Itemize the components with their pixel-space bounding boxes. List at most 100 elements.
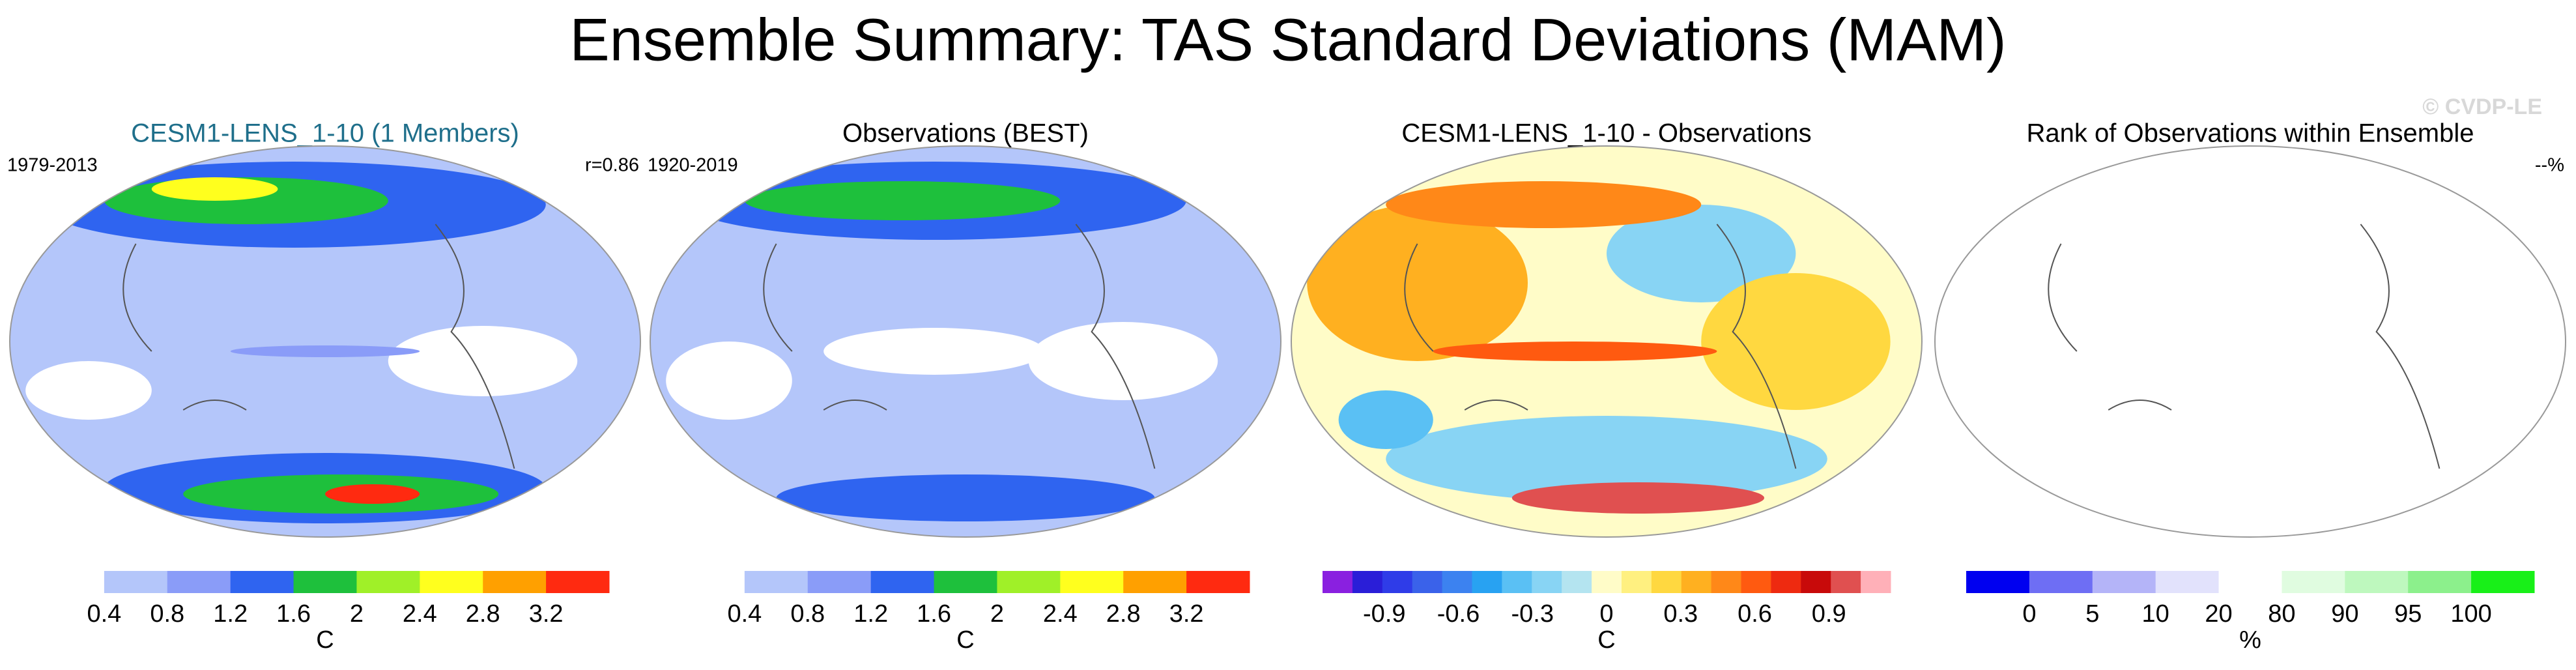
panel-title: CESM1-LENS_1-10 - Observations — [1401, 119, 1811, 148]
map-border — [1934, 145, 2566, 538]
watermark: © CVDP-LE — [2422, 95, 2542, 119]
map-field — [1338, 390, 1433, 449]
colorbar-tick-label: 0.3 — [1663, 600, 1698, 628]
colorbar-box — [1472, 571, 1502, 593]
left-label: 1920-2019 — [648, 155, 738, 176]
colorbar-box — [546, 571, 610, 593]
colorbar-box — [807, 571, 872, 593]
coastline — [1404, 224, 1797, 469]
colorbar-box — [934, 571, 997, 593]
colorbar-box — [1123, 571, 1187, 593]
colorbar-box — [1621, 571, 1652, 593]
colorbar-box — [1060, 571, 1124, 593]
figure-title: Ensemble Summary: TAS Standard Deviation… — [569, 7, 2006, 73]
right-label: r=0.86 — [585, 155, 639, 176]
colorbar-tick-label: 5 — [2085, 600, 2099, 628]
map-border — [1291, 145, 1923, 538]
map — [650, 146, 1281, 537]
colorbar-tick-label: 1.6 — [276, 600, 311, 628]
coastline — [763, 224, 1156, 469]
colorbar-box — [1771, 571, 1801, 593]
map-field — [1386, 181, 1702, 228]
colorbar-box — [2029, 571, 2093, 593]
colorbar-tick-label: 0.8 — [150, 600, 184, 628]
colorbar-tick-label: -0.9 — [1363, 600, 1405, 628]
colorbar-tick-label: 0.9 — [1812, 600, 1846, 628]
coastline — [122, 224, 515, 469]
map-field — [324, 484, 420, 504]
colorbar-box — [230, 571, 294, 593]
colorbar-box — [2092, 571, 2156, 593]
colorbar-box — [1382, 571, 1413, 593]
colorbar-tick-label: 1.2 — [213, 600, 248, 628]
colorbar-box — [1592, 571, 1622, 593]
colorbar-tick-label: 0.6 — [1738, 600, 1772, 628]
map-border — [650, 145, 1281, 538]
colorbar-box — [1681, 571, 1712, 593]
map-field — [1433, 342, 1717, 361]
map-field — [666, 342, 792, 420]
colorbar-box — [1966, 571, 2030, 593]
colorbar-unit: C — [1597, 626, 1615, 654]
colorbar-tick-label: 2 — [990, 600, 1004, 628]
colorbar-tick-label: 2.8 — [1106, 600, 1141, 628]
colorbar-box — [1502, 571, 1532, 593]
colorbar-tick-label: 2.8 — [466, 600, 500, 628]
colorbar-box — [356, 571, 420, 593]
colorbar-tick-label: 80 — [2268, 600, 2295, 628]
map-field — [1701, 273, 1891, 410]
colorbar-box — [1711, 571, 1742, 593]
colorbar-tick-label: 90 — [2331, 600, 2358, 628]
right-label: --% — [2535, 155, 2564, 176]
colorbar-tick-label: -0.6 — [1437, 600, 1480, 628]
colorbar-box — [997, 571, 1061, 593]
map-field — [230, 345, 420, 357]
colorbar-box — [1861, 571, 1891, 593]
map-field — [151, 177, 278, 201]
colorbar-box — [1801, 571, 1831, 593]
map-field — [1511, 482, 1764, 514]
colorbar-box — [483, 571, 547, 593]
colorbar-tick-label: 0.8 — [790, 600, 825, 628]
colorbar-tick-label: 1.2 — [853, 600, 888, 628]
colorbar-tick-label: 100 — [2450, 600, 2491, 628]
colorbar-tick-label: -0.3 — [1511, 600, 1554, 628]
colorbar-tick-label: 1.6 — [917, 600, 951, 628]
colorbar-box — [1741, 571, 1771, 593]
colorbar-tick-label: 3.2 — [529, 600, 564, 628]
colorbar-tick-label: 10 — [2142, 600, 2169, 628]
colorbar-box — [1651, 571, 1682, 593]
map-ocean — [1935, 146, 2566, 537]
colorbar-box — [1562, 571, 1592, 593]
colorbar-tick-label: 0.4 — [87, 600, 121, 628]
colorbar-box — [2408, 571, 2472, 593]
colorbar-unit: C — [316, 626, 334, 654]
panel-title: CESM1-LENS_1-10 (1 Members) — [131, 119, 519, 148]
map — [1935, 146, 2566, 537]
map-ocean — [10, 146, 640, 537]
colorbar-box — [681, 571, 745, 593]
colorbar-tick-label: 0.4 — [727, 600, 762, 628]
colorbar-unit: % — [2239, 626, 2261, 654]
colorbar-box — [420, 571, 483, 593]
map-field — [25, 361, 152, 420]
map-field — [823, 328, 1044, 375]
colorbar-box — [1831, 571, 1861, 593]
panel-title: Rank of Observations within Ensemble — [2027, 119, 2474, 148]
map-field — [745, 181, 1061, 220]
map-border — [9, 145, 641, 538]
map-field — [1028, 322, 1218, 400]
map — [10, 146, 640, 537]
colorbar-tick-label: 2 — [350, 600, 364, 628]
colorbar-box — [167, 571, 231, 593]
colorbar-box — [870, 571, 935, 593]
colorbar-box — [2345, 571, 2409, 593]
colorbar-tick-label: 2.4 — [403, 600, 437, 628]
colorbar-box — [1323, 571, 1353, 593]
map-field — [1607, 205, 1796, 302]
colorbar-tick-label: 0 — [2022, 600, 2036, 628]
colorbar-tick-label: 20 — [2205, 600, 2232, 628]
colorbar-tick-label: 2.4 — [1043, 600, 1078, 628]
colorbar-box — [1186, 571, 1250, 593]
